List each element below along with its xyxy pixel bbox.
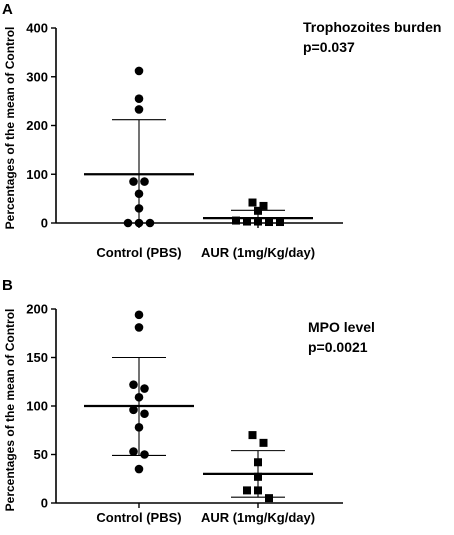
y-tick-label: 0: [41, 496, 48, 511]
data-point-circle: [129, 405, 138, 415]
annotation-title-a: Trophozoites burden: [303, 19, 441, 35]
y-tick-label: 50: [34, 447, 48, 462]
data-point-square: [243, 486, 251, 495]
data-point-square: [254, 458, 262, 467]
y-tick-label: 300: [26, 69, 48, 84]
data-point-circle: [134, 66, 144, 76]
data-point-square: [243, 217, 251, 226]
y-tick-label: 100: [26, 167, 48, 182]
y-tick-label: 0: [41, 216, 48, 231]
data-point-circle: [134, 310, 144, 320]
plot-area-b: 0 50 100 150 200 Control (PBS) AUR (1mg/Kg/day…: [26, 302, 343, 525]
y-tick-label: 200: [26, 302, 48, 317]
data-point-circle: [140, 450, 149, 459]
data-point-circle: [123, 218, 133, 228]
data-point-circle: [134, 218, 144, 228]
data-point-square: [254, 206, 262, 215]
data-point-square: [276, 218, 284, 227]
data-point-circle: [134, 392, 144, 402]
annotation-pvalue-b: p=0.0021: [308, 339, 368, 355]
y-tick-label: 200: [26, 118, 48, 133]
y-tick-label: 400: [26, 21, 48, 36]
data-point-square: [248, 431, 257, 440]
panel-b: B Percentages of the mean of Control MPO…: [2, 277, 375, 525]
data-point-square: [254, 217, 262, 226]
data-point-square: [248, 198, 257, 207]
data-point-square: [232, 216, 240, 225]
data-point-circle: [134, 105, 144, 114]
y-axis-label-a: Percentages of the mean of Control: [3, 27, 17, 230]
x-tick-label: AUR (1mg/Kg/day): [201, 510, 315, 525]
annotation-title-b: MPO level: [308, 319, 375, 335]
data-point-circle: [134, 464, 144, 474]
data-point-circle: [129, 177, 138, 186]
data-point-circle: [134, 204, 144, 213]
data-point-circle: [134, 323, 144, 332]
data-point-circle: [140, 384, 149, 393]
panel-letter-b: B: [2, 277, 13, 294]
x-tick-label: Control (PBS): [96, 510, 181, 525]
y-axis-label-b: Percentages of the mean of Control: [3, 309, 17, 512]
data-point-square: [265, 218, 273, 227]
x-tick-label: Control (PBS): [96, 245, 181, 260]
data-point-circle: [129, 380, 138, 389]
data-point-circle: [134, 94, 144, 103]
panel-letter-a: A: [2, 1, 13, 18]
data-point-square: [259, 201, 268, 210]
data-point-circle: [134, 423, 144, 432]
data-point-circle: [140, 177, 149, 186]
data-point-square: [259, 438, 268, 447]
data-point-circle: [129, 447, 138, 456]
data-point-circle: [134, 189, 144, 199]
data-point-circle: [140, 409, 149, 419]
y-tick-label: 150: [26, 350, 48, 365]
y-tick-label: 100: [26, 399, 48, 414]
x-tick-label: AUR (1mg/Kg/day): [201, 245, 315, 260]
data-point-square: [254, 472, 262, 481]
panel-a: A Percentages of the mean of Control Tro…: [2, 1, 441, 260]
data-point-square: [254, 486, 262, 495]
data-point-square: [265, 494, 273, 503]
data-point-circle: [145, 218, 155, 228]
annotation-pvalue-a: p=0.037: [303, 39, 355, 55]
plot-area-a: 0 100 200 300 400 Control (PBS) AUR (1mg/Kg/da…: [26, 21, 343, 260]
